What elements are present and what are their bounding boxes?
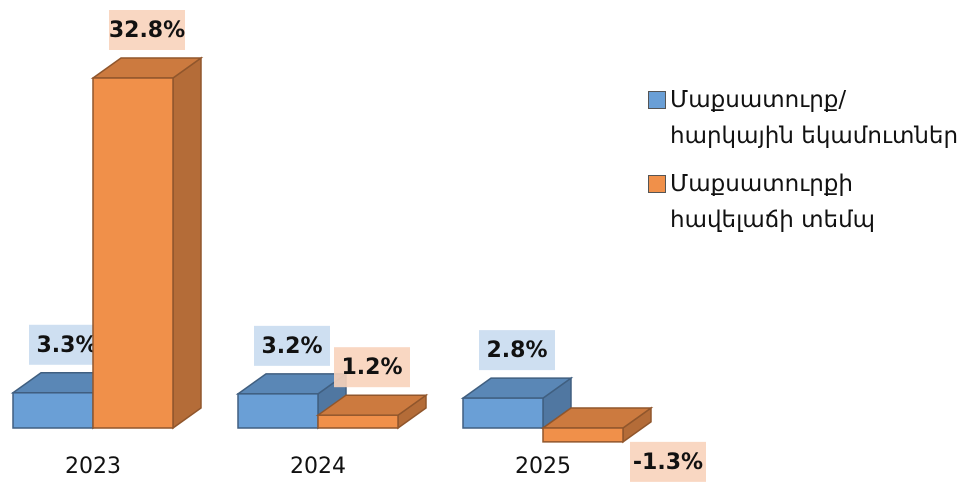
- x-tick-label: 2023: [65, 454, 121, 479]
- bar: [90, 56, 204, 430]
- value-label: 3.2%: [261, 334, 322, 359]
- value-label: -1.3%: [633, 450, 703, 475]
- bar: [460, 376, 574, 430]
- legend-entry: Մաքսատուրք/ հարկային եկամուտներ: [648, 82, 960, 154]
- bar: [315, 393, 429, 430]
- bar: [540, 406, 654, 444]
- value-label-bg: [479, 330, 555, 371]
- value-label: 3.3%: [36, 333, 97, 358]
- legend: Մաքսատուրք/ հարկային եկամուտներ Մաքսատուր…: [648, 82, 960, 250]
- legend-entry: Մաքսատուրքի հավելաճի տեմպ: [648, 166, 960, 238]
- x-tick-label: 2025: [515, 454, 571, 479]
- value-label: 1.2%: [341, 355, 402, 380]
- bar-front: [92, 77, 174, 429]
- bar-front: [317, 414, 399, 429]
- value-label: 32.8%: [109, 18, 185, 43]
- bar-front: [462, 397, 544, 429]
- value-label-bg: [109, 10, 185, 50]
- legend-swatch: [648, 91, 666, 109]
- legend-label: Մաքսատուրքի հավելաճի տեմպ: [670, 171, 876, 233]
- value-label: 2.8%: [486, 338, 547, 363]
- value-label-bg: [630, 441, 706, 482]
- bar-front: [542, 427, 624, 443]
- value-label-bg: [254, 325, 330, 366]
- x-tick-label: 2024: [290, 454, 346, 479]
- value-label-bg: [334, 347, 410, 388]
- legend-label: Մաքսատուրք/ հարկային եկամուտներ: [670, 87, 959, 149]
- legend-swatch: [648, 175, 666, 193]
- bar-front: [12, 392, 94, 429]
- bar-front: [237, 393, 319, 429]
- bar-side: [172, 56, 202, 430]
